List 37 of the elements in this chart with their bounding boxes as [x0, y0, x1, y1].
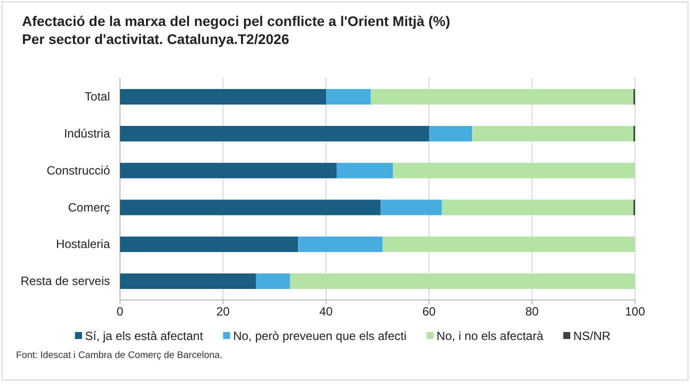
- bar: [370, 89, 634, 105]
- x-tick-label: 60: [422, 304, 436, 319]
- y-tick-label: Indústria: [64, 126, 110, 141]
- y-tick-label: Comerç: [68, 200, 110, 214]
- legend-label: NS/NR: [573, 329, 611, 343]
- legend-label: Sí, ja els està afectant: [85, 329, 204, 343]
- x-tick-label: 0: [116, 304, 124, 319]
- bar: [472, 126, 634, 142]
- bar: [336, 162, 393, 178]
- bar: [120, 236, 298, 252]
- x-tick-label: 100: [624, 304, 646, 319]
- bar: [442, 200, 634, 216]
- bar: [120, 162, 337, 178]
- chart-subtitle: Per sector d'activitat. Catalunya.T2/2026: [22, 31, 290, 47]
- x-tick-label: 40: [319, 304, 333, 319]
- bar: [120, 126, 429, 142]
- x-tick-label: 20: [216, 304, 230, 319]
- bar: [120, 200, 381, 216]
- bar: [298, 236, 383, 252]
- x-tick-label: 80: [525, 304, 539, 319]
- bar: [256, 273, 290, 289]
- bar: [380, 200, 442, 216]
- legend-label: No, i no els afectarà: [436, 329, 544, 343]
- bar: [429, 126, 472, 142]
- legend-label: No, però preveuen que els afecti: [233, 329, 407, 343]
- bar: [120, 273, 256, 289]
- y-tick-label: Hostaleria: [56, 237, 110, 252]
- text: Font: Idescat i Cambra de Comerç de Barcelona.: [16, 350, 222, 361]
- y-tick-label: Total: [84, 90, 110, 104]
- bar: [392, 162, 635, 178]
- y-tick-label: Construcció: [46, 163, 110, 178]
- bar: [326, 89, 371, 105]
- bar: [290, 273, 635, 289]
- bar: [120, 89, 326, 105]
- y-tick-label: Resta de serveis: [20, 274, 110, 288]
- chart-title: Afectació de la marxa del negoci pel conflicte a l'Orient Mitjà (%): [22, 13, 450, 29]
- bar: [382, 236, 635, 252]
